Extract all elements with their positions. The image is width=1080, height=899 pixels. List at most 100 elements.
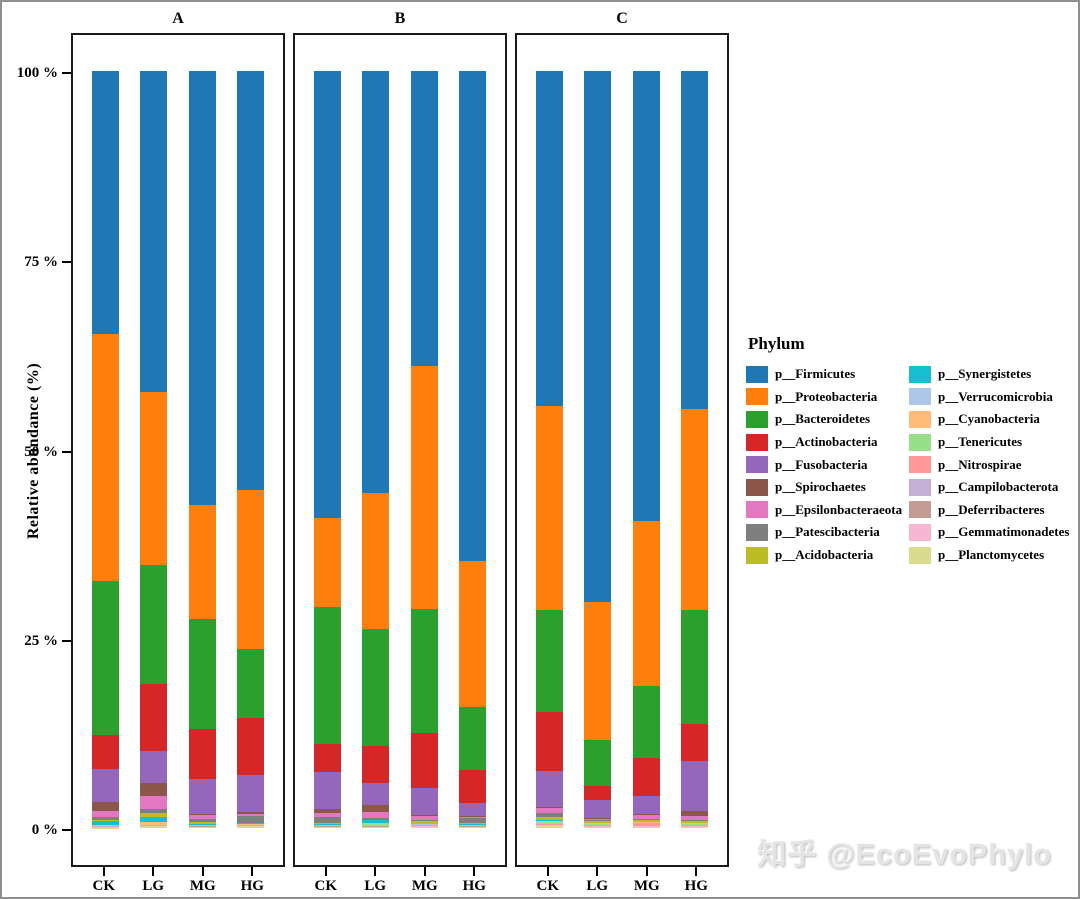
segment-p__Firmicutes — [459, 71, 487, 561]
panel-B: B CK LG MG HG — [293, 2, 507, 897]
bar-slot-B-HG — [449, 71, 498, 828]
legend-label: p__Spirochaetes — [775, 479, 866, 495]
segment-p__Fusobacteria — [535, 770, 563, 807]
x-tick-label-MG: MG — [411, 878, 438, 894]
legend-label: p__Proteobacteria — [775, 388, 878, 404]
bar-slot-C-HG — [671, 71, 720, 828]
segment-p__Proteobacteria — [584, 602, 612, 741]
segment-p__Proteobacteria — [632, 521, 660, 686]
legend-label: p__Fusobacteria — [775, 456, 868, 472]
segment-p__Actinobacteria — [140, 683, 168, 751]
x-tick-mark — [374, 867, 377, 876]
x-tick-label-LG: LG — [586, 878, 609, 894]
legend-item-p__Patescibacteria: p__Patescibacteria — [746, 521, 909, 544]
x-tick-mark — [152, 867, 155, 876]
segment-p__Bacteroidetes — [140, 564, 168, 684]
segment-p__Spirochaetes — [535, 806, 563, 808]
segment-p__Actinobacteria — [681, 724, 709, 761]
x-slot-A-HG: HG — [228, 867, 278, 897]
x-tick-label-LG: LG — [142, 878, 165, 894]
segment-p__Bacteroidetes — [632, 685, 660, 758]
segment-p__Acidobacteria — [584, 821, 612, 823]
legend-item-p__Synergistetes: p__Synergistetes — [909, 363, 1069, 386]
segment-p__Fusobacteria — [237, 775, 265, 813]
segment-p__Firmicutes — [584, 71, 612, 603]
x-tick-label-HG: HG — [462, 878, 486, 894]
y-tick-label: 25 % — [24, 632, 58, 649]
segment-p__Patescibacteria — [535, 812, 563, 817]
bar-slot-A-HG — [227, 71, 276, 828]
panel-title-B: B — [394, 10, 406, 27]
x-tick-label-CK: CK — [314, 878, 338, 894]
segment-p__Planctomycetes — [681, 826, 709, 828]
legend-item-p__Tenericutes: p__Tenericutes — [909, 431, 1069, 454]
legend-swatch-icon — [909, 388, 931, 406]
segment-p__Actinobacteria — [632, 757, 660, 796]
x-axis-B: CK LG MG HG — [293, 867, 507, 897]
segment-p__Bacteroidetes — [584, 740, 612, 787]
legend-label: p__Nitrospirae — [938, 456, 1022, 472]
x-tick-label-CK: CK — [92, 878, 116, 894]
y-tick-mark — [62, 261, 73, 264]
segment-p__Acidobacteria — [140, 812, 168, 818]
segment-p__Synergistetes — [140, 817, 168, 822]
stacked-bar-A-LG — [140, 71, 168, 828]
segment-p__Proteobacteria — [237, 489, 265, 650]
segment-p__Patescibacteria — [632, 819, 660, 820]
legend-label: p__Actinobacteria — [775, 434, 878, 450]
segment-p__Firmicutes — [91, 71, 119, 334]
legend-label: p__Firmicutes — [775, 366, 856, 382]
segment-p__Acidobacteria — [188, 821, 216, 825]
x-slot-C-CK: CK — [523, 867, 573, 897]
segment-p__Proteobacteria — [362, 492, 390, 629]
stacked-bar-A-MG — [188, 71, 216, 828]
bar-slot-B-CK — [303, 71, 352, 828]
legend-label: p__Deferribacteres — [938, 501, 1045, 517]
segment-p__Spirochaetes — [91, 802, 119, 812]
segment-p__Actinobacteria — [188, 729, 216, 779]
legend-item-p__Cyanobacteria: p__Cyanobacteria — [909, 408, 1069, 431]
x-slot-A-LG: LG — [129, 867, 179, 897]
segment-p__Planctomycetes — [632, 826, 660, 828]
segment-p__Acidobacteria — [681, 821, 709, 823]
legend-item-p__Acidobacteria: p__Acidobacteria — [746, 544, 909, 567]
x-tick-label-LG: LG — [364, 878, 387, 894]
legend-swatch-icon — [909, 365, 931, 383]
panels-row: A CK LG MG HG B CK LG MG HG C CK LG MG HG — [71, 2, 729, 897]
legend-label: p__Bacteroidetes — [775, 411, 871, 427]
x-slot-C-LG: LG — [573, 867, 623, 897]
segment-p__Spirochaetes — [410, 815, 438, 817]
legend-swatch-icon — [746, 410, 768, 428]
legend-item-p__Epsilonbacteraeota: p__Epsilonbacteraeota — [746, 499, 909, 522]
segment-p__Bacteroidetes — [681, 609, 709, 725]
segment-p__Patescibacteria — [584, 820, 612, 822]
legend-item-p__Firmicutes: p__Firmicutes — [746, 363, 909, 386]
panel-title-C: C — [616, 10, 628, 27]
bar-slot-B-MG — [400, 71, 449, 828]
x-axis-A: CK LG MG HG — [71, 867, 285, 897]
y-tick-mark — [62, 639, 73, 642]
legend-swatch-icon — [909, 546, 931, 564]
segment-p__Synergistetes — [313, 823, 341, 825]
segment-p__Bacteroidetes — [459, 706, 487, 770]
legend-column-1: p__Firmicutes p__Proteobacteria p__Bactero… — [746, 363, 909, 566]
legend-label: p__Tenericutes — [938, 434, 1023, 450]
segment-p__Proteobacteria — [91, 333, 119, 582]
segment-p__Fusobacteria — [140, 750, 168, 784]
bar-slot-B-LG — [352, 71, 401, 828]
stacked-bar-C-LG — [584, 71, 612, 828]
y-tick-label: 50 % — [24, 443, 58, 460]
segment-p__Planctomycetes — [459, 827, 487, 828]
x-tick-label-MG: MG — [633, 878, 660, 894]
segment-p__Planctomycetes — [535, 825, 563, 828]
segment-p__Actinobacteria — [237, 718, 265, 776]
segment-p__Firmicutes — [410, 71, 438, 366]
segment-p__Bacteroidetes — [313, 606, 341, 745]
x-slot-B-CK: CK — [301, 867, 351, 897]
legend-item-p__Nitrospirae: p__Nitrospirae — [909, 453, 1069, 476]
segment-p__Tenericutes — [681, 823, 709, 826]
y-tick-mark — [62, 450, 73, 453]
segment-p__Patescibacteria — [313, 816, 341, 824]
segment-p__Planctomycetes — [313, 827, 341, 828]
